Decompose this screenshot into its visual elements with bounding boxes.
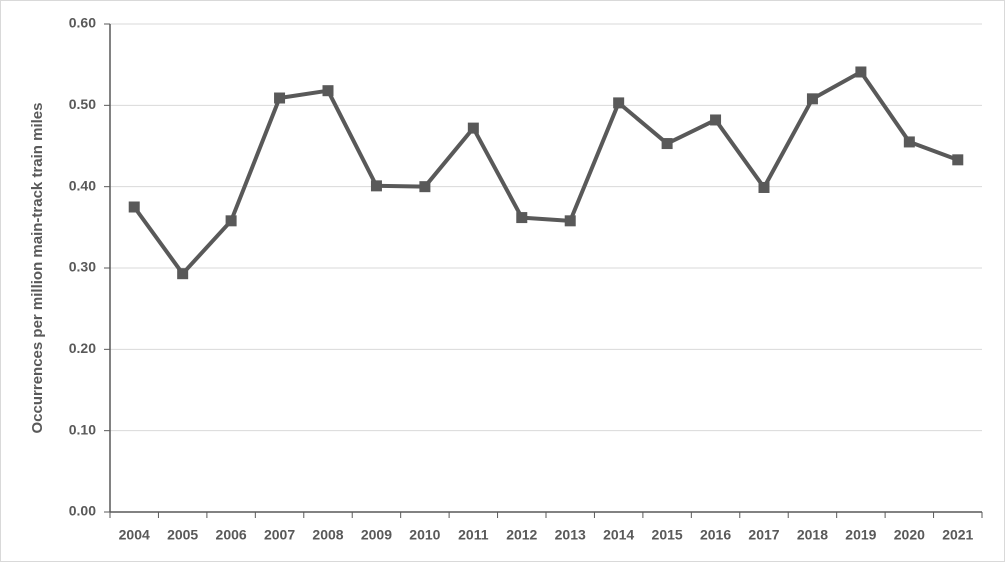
marker bbox=[758, 181, 770, 193]
marker bbox=[225, 215, 237, 227]
marker bbox=[855, 66, 867, 78]
x-tick-label: 2015 bbox=[652, 527, 683, 543]
marker bbox=[274, 92, 286, 104]
line bbox=[132, 69, 959, 276]
x-tick-label: 2004 bbox=[119, 527, 150, 543]
x-tick-label: 2016 bbox=[700, 527, 731, 543]
y-tick-label: 0.00 bbox=[69, 503, 96, 519]
marker bbox=[806, 93, 818, 105]
marker bbox=[564, 215, 576, 227]
marker bbox=[467, 122, 479, 134]
marker bbox=[661, 138, 673, 150]
marker bbox=[516, 212, 528, 224]
x-tick-label: 2019 bbox=[845, 527, 876, 543]
marker bbox=[952, 154, 964, 166]
x-tick-label: 2013 bbox=[555, 527, 586, 543]
x-tick-label: 2008 bbox=[312, 527, 343, 543]
x-tick-label: 2014 bbox=[603, 527, 634, 543]
y-tick-label: 0.30 bbox=[69, 259, 96, 275]
y-tick-label: 0.40 bbox=[69, 177, 96, 193]
y-tick-label: 0.50 bbox=[69, 96, 96, 112]
y-axis-title: Occurrences per million main-track train… bbox=[29, 103, 46, 434]
x-tick-label: 2009 bbox=[361, 527, 392, 543]
x-tick-label: 2020 bbox=[894, 527, 925, 543]
x-tick-label: 2021 bbox=[942, 527, 973, 543]
marker bbox=[177, 268, 189, 280]
marker bbox=[370, 180, 382, 192]
x-tick-label: 2012 bbox=[506, 527, 537, 543]
x-tick-label: 2005 bbox=[167, 527, 198, 543]
x-tick-label: 2007 bbox=[264, 527, 295, 543]
x-tick-label: 2010 bbox=[409, 527, 440, 543]
x-tick-label: 2006 bbox=[216, 527, 247, 543]
marker bbox=[710, 114, 722, 126]
y-tick-label: 0.10 bbox=[69, 421, 96, 437]
x-tick-label: 2018 bbox=[797, 527, 828, 543]
marker bbox=[419, 181, 431, 193]
x-tick-label: 2017 bbox=[748, 527, 779, 543]
marker bbox=[128, 201, 140, 213]
x-tick-label: 2011 bbox=[458, 527, 489, 543]
marker bbox=[322, 85, 334, 97]
y-tick-label: 0.60 bbox=[69, 15, 96, 31]
marker bbox=[613, 97, 625, 109]
marker bbox=[903, 136, 915, 148]
y-tick-label: 0.20 bbox=[69, 340, 96, 356]
